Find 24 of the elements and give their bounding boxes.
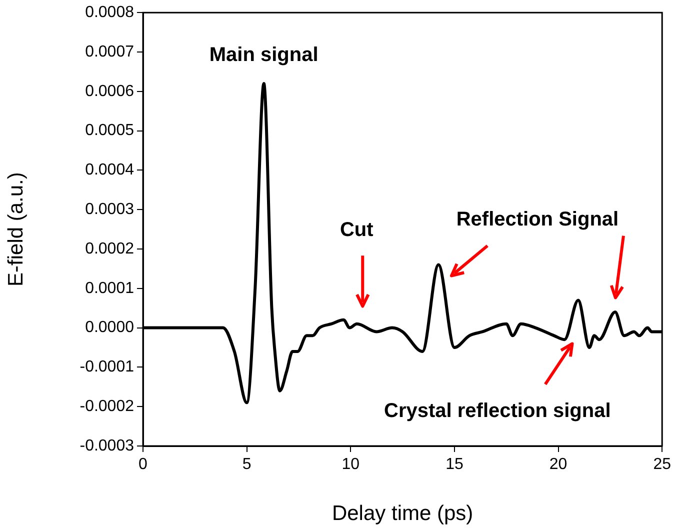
annotation: Main signal [209, 44, 318, 66]
annotation: Crystal reflection signal [384, 400, 611, 422]
y-tick-label: 0.0007 [85, 43, 134, 60]
x-tick-label: 5 [242, 456, 252, 474]
y-tick-label: 0.0002 [85, 240, 134, 258]
y-tick-label: -0.0002 [80, 398, 134, 416]
x-tick-label: 15 [446, 456, 464, 474]
y-tick-label: 0.0000 [85, 319, 134, 336]
y-tick-label: 0.0003 [85, 201, 134, 218]
y-tick-label: -0.0003 [80, 437, 134, 454]
y-tick-label: 0.0001 [85, 280, 134, 297]
x-tick-label: 0 [138, 456, 148, 474]
annotation: Cut [340, 218, 374, 241]
x-tick-label: 20 [549, 456, 568, 474]
y-tick-label: 0.0004 [85, 162, 134, 179]
y-tick-label: -0.0001 [80, 358, 134, 376]
x-tick-label: 25 [653, 456, 672, 474]
annotation: Reflection Signal [456, 208, 619, 230]
y-axis-title: E-field (a.u.) [4, 172, 28, 286]
y-tick-label: 0.0008 [85, 4, 134, 22]
y-tick-label: 0.0005 [85, 122, 134, 140]
x-axis-title: Delay time (ps) [332, 502, 474, 526]
y-tick-label: 0.0006 [85, 82, 134, 100]
x-tick-label: 10 [342, 456, 360, 474]
